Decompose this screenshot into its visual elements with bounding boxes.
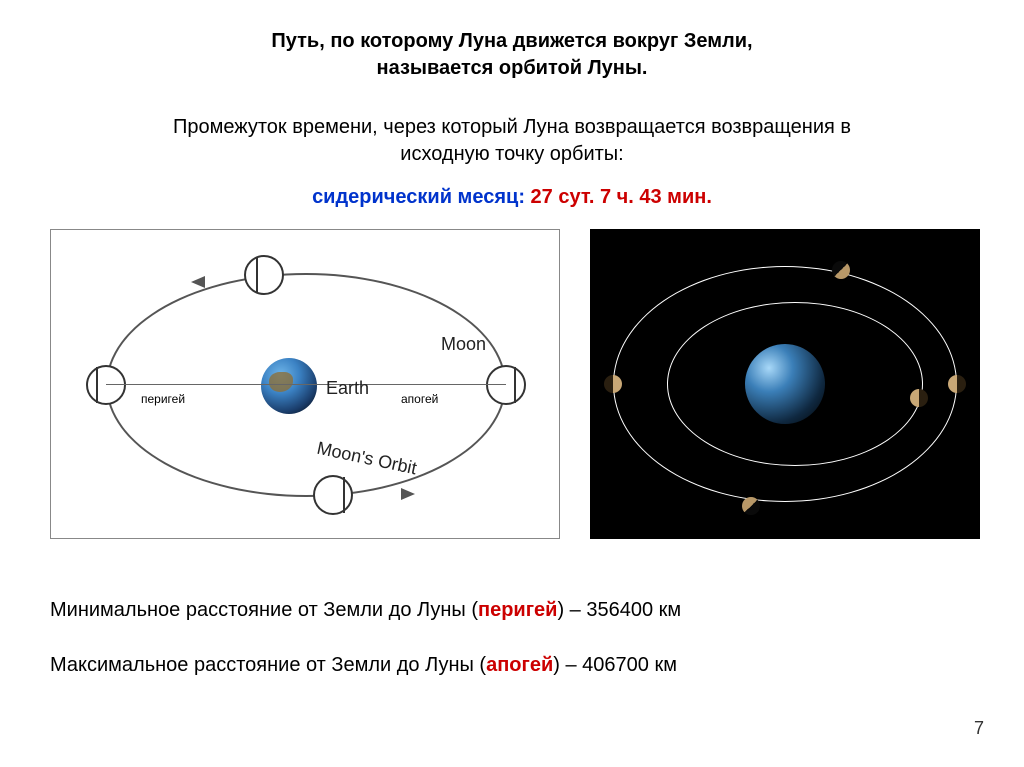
major-axis-line <box>106 384 506 385</box>
apogee-distance: Максимальное расстояние от Земли до Луны… <box>50 654 974 677</box>
perigee-distance: Минимальное расстояние от Земли до Луны … <box>50 599 974 622</box>
apogee-label: апогей <box>401 392 438 406</box>
perigee-word: перигей <box>478 599 557 621</box>
earth-icon <box>261 358 317 414</box>
subtitle-line-1: Промежуток времени, через который Луна в… <box>173 116 851 138</box>
moon-icon <box>486 365 526 405</box>
moon-icon <box>604 375 622 393</box>
sep: : <box>518 186 530 208</box>
moon-icon <box>86 365 126 405</box>
apogee-prefix: Максимальное расстояние от Земли до Луны… <box>50 654 486 676</box>
orbit-arrow-icon <box>401 488 415 500</box>
page-number: 7 <box>974 718 984 739</box>
perigee-suffix: ) – 356400 км <box>557 599 681 621</box>
title-line-1: Путь, по которому Луна движется вокруг З… <box>271 30 752 52</box>
title-line-2: называется орбитой Луны. <box>377 57 648 79</box>
apogee-word: апогей <box>486 654 553 676</box>
sidereal-month-value: 27 сут. 7 ч. 43 мин. <box>531 186 712 208</box>
moon-icon <box>244 255 284 295</box>
sidereal-month-line: сидерический месяц: 27 сут. 7 ч. 43 мин. <box>50 186 974 209</box>
earth-text-label: Earth <box>326 378 369 399</box>
page-title: Путь, по которому Луна движется вокруг З… <box>50 28 974 82</box>
orbit-diagram-left: перигей апогей Earth Moon Moon's Orbit <box>50 229 560 539</box>
orbit-arrow-icon <box>191 276 205 288</box>
moon-icon <box>910 389 928 407</box>
orbit-diagram-right <box>590 229 980 539</box>
moon-icon <box>832 261 850 279</box>
apogee-suffix: ) – 406700 км <box>553 654 677 676</box>
diagrams-row: перигей апогей Earth Moon Moon's Orbit <box>50 229 974 539</box>
perigee-prefix: Минимальное расстояние от Земли до Луны … <box>50 599 478 621</box>
sidereal-month-label: сидерический месяц <box>312 186 518 208</box>
moon-icon <box>313 475 353 515</box>
moon-icon <box>948 375 966 393</box>
moon-text-label: Moon <box>441 334 486 355</box>
subtitle-line-2: исходную точку орбиты: <box>400 143 623 165</box>
earth-icon <box>745 344 825 424</box>
perigee-label: перигей <box>141 392 185 406</box>
subtitle: Промежуток времени, через который Луна в… <box>50 114 974 168</box>
moon-icon <box>742 497 760 515</box>
